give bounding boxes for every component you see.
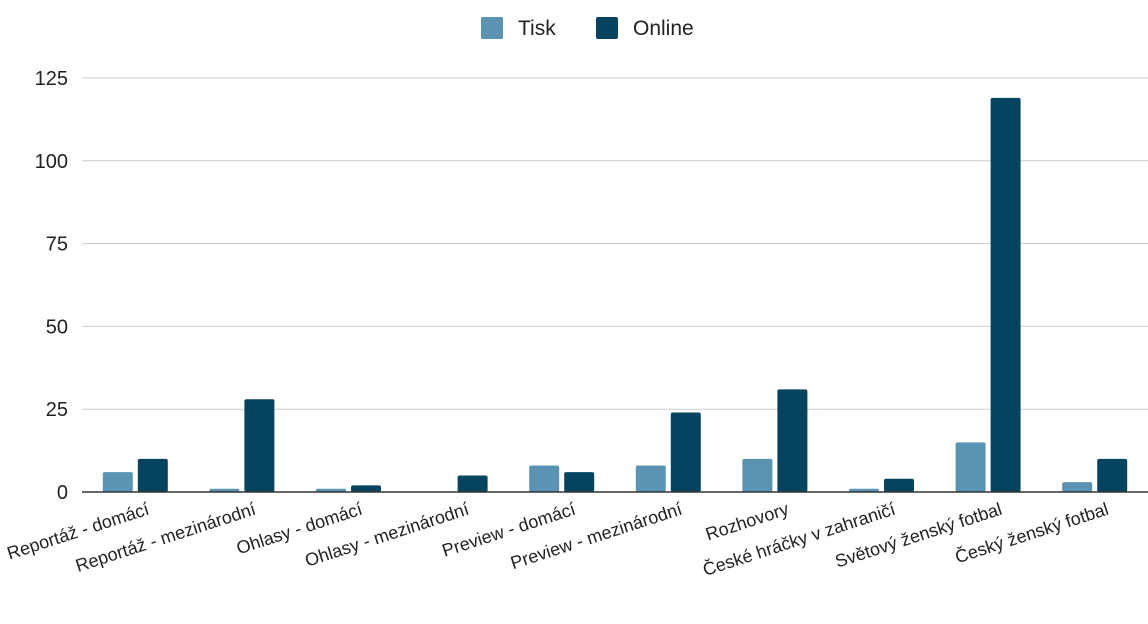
bar-tisk-8 [955,442,986,492]
bar-tisk-0 [102,472,133,492]
bar-online-5 [670,412,701,492]
y-tick-label: 75 [46,234,68,256]
bar-tisk-6 [742,458,773,492]
y-tick-label: 100 [35,151,68,173]
bar-online-4 [564,472,595,492]
legend-swatch-online [596,17,618,39]
bar-online-0 [137,458,168,492]
gridlines [82,77,1148,410]
bar-online-2 [351,485,381,492]
bar-tisk-2 [316,488,346,492]
y-axis-ticks: 0 25 50 75 100 125 [35,68,68,504]
bar-tisk-4 [529,465,560,492]
bar-online-6 [777,389,808,492]
legend-label-tisk: Tisk [518,17,556,40]
legend: Tisk Online [481,17,694,40]
bar-tisk-9 [1062,482,1093,492]
bar-online-9 [1097,458,1128,492]
x-category-label: Reportáž - mezinárodní [73,499,258,576]
bar-online-7 [884,478,914,492]
bar-tisk-1 [209,488,240,492]
y-tick-label: 125 [35,68,68,90]
y-tick-label: 0 [57,482,68,504]
bar-online-8 [990,97,1021,492]
bar-online-3 [457,475,488,492]
legend-label-online: Online [633,17,694,40]
y-tick-label: 25 [46,399,68,421]
bar-tisk-5 [635,465,666,492]
bar-online-1 [244,399,275,492]
y-tick-label: 50 [46,316,68,338]
x-category-label: České hráčky v zahraničí [700,498,898,580]
bars [102,97,1128,492]
legend-swatch-tisk [481,17,503,39]
bar-tisk-7 [849,488,879,492]
